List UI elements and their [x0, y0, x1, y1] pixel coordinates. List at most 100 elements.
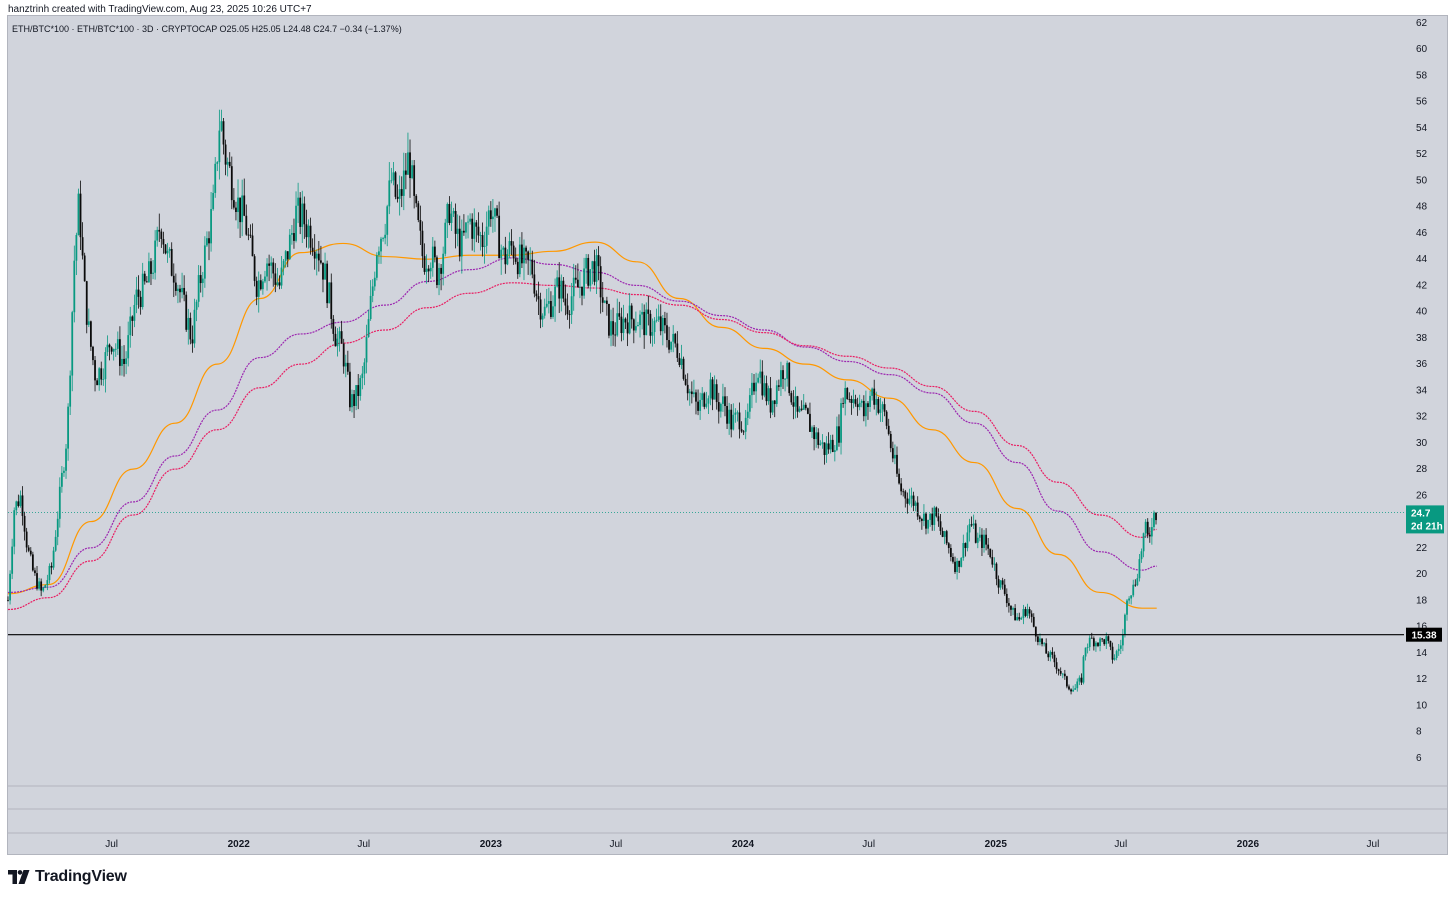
candle-body — [328, 282, 331, 304]
candle-body — [487, 210, 490, 227]
candle-body — [290, 233, 293, 235]
last-price-label: 24.7 — [1411, 508, 1431, 519]
candle-body — [42, 587, 45, 591]
candle-body — [661, 318, 664, 332]
candle-body — [378, 251, 380, 256]
candle-body — [713, 384, 716, 400]
candle-body — [104, 352, 107, 380]
chart-pane[interactable] — [7, 15, 1448, 855]
candle-body — [744, 417, 747, 432]
candle-body — [858, 402, 861, 408]
candle-body — [622, 318, 625, 334]
candle-body — [585, 257, 588, 269]
candle-body — [54, 536, 57, 551]
candle-body — [804, 404, 807, 409]
candle-body — [699, 399, 702, 411]
candle-body — [1055, 662, 1058, 670]
candle-body — [139, 296, 142, 308]
candle-body — [535, 293, 538, 297]
candle-body — [931, 513, 934, 525]
candle-body — [305, 224, 308, 238]
candle-body — [1007, 603, 1010, 606]
candle-body — [684, 378, 687, 385]
candle-body — [668, 340, 670, 350]
candle-body — [218, 130, 221, 163]
candle-body — [1082, 656, 1085, 683]
candle-body — [13, 510, 16, 547]
candle-body — [900, 483, 903, 492]
candle-body — [52, 550, 55, 568]
candle-body — [1063, 673, 1066, 677]
candle-body — [962, 543, 965, 558]
candle-body — [15, 501, 18, 511]
candle-body — [527, 251, 530, 260]
candle-body — [187, 317, 190, 330]
candle-body — [666, 325, 668, 341]
candle-body — [695, 392, 697, 402]
candle-body — [467, 221, 469, 223]
candle-body — [214, 163, 217, 193]
candle-body — [736, 412, 739, 414]
candle-body — [249, 234, 252, 236]
candle-body — [976, 537, 979, 543]
candle-body — [550, 300, 552, 317]
candle-body — [365, 337, 368, 363]
candle-body — [357, 385, 360, 396]
candle-body — [116, 339, 119, 349]
candle-body — [987, 544, 990, 549]
candle-body — [1153, 512, 1155, 528]
candle-body — [129, 316, 132, 336]
candle-body — [587, 257, 590, 286]
y-tick-label: 42 — [1416, 280, 1428, 291]
tradingview-brand[interactable]: TradingView — [8, 868, 127, 886]
candle-body — [1045, 643, 1048, 654]
candle-body — [945, 531, 948, 544]
candle-body — [898, 473, 900, 484]
candle-body — [284, 251, 287, 261]
candle-body — [943, 531, 946, 537]
candle-body — [46, 580, 49, 586]
candle-body — [264, 276, 266, 282]
candle-body — [23, 515, 26, 532]
candle-body — [634, 326, 637, 331]
candle-body — [504, 247, 507, 265]
candle-body — [686, 384, 689, 394]
candle-body — [286, 251, 289, 260]
candle-body — [274, 273, 277, 285]
candle-body — [510, 241, 513, 246]
candle-body — [985, 534, 987, 545]
candle-body — [941, 530, 944, 537]
candle-body — [618, 313, 621, 317]
candle-body — [148, 261, 150, 283]
candle-body — [322, 262, 324, 280]
candle-body — [711, 379, 714, 400]
candle-body — [784, 378, 786, 380]
candle-body — [121, 358, 123, 366]
candle-body — [1005, 593, 1008, 604]
price-axis[interactable]: 6260585654525048464442403836343230282624… — [1416, 18, 1428, 764]
candle-body — [1132, 584, 1135, 596]
candle-body — [112, 348, 115, 352]
x-tick-label: Jul — [105, 839, 118, 850]
candle-body — [1066, 676, 1068, 687]
candle-body — [34, 570, 36, 574]
time-axis[interactable]: Jul 2022 Jul 2023 Jul 2024 Jul 2025 Jul 2026 Jul — [105, 839, 1379, 850]
candle-body — [108, 344, 111, 348]
candle-body — [970, 524, 973, 526]
candle-body — [664, 318, 666, 326]
candle-body — [632, 319, 635, 331]
candle-body — [259, 280, 262, 290]
candle-body — [1107, 636, 1110, 641]
candle-body — [71, 312, 74, 376]
candle-body — [197, 275, 200, 302]
candle-body — [255, 280, 258, 297]
candle-body — [409, 152, 411, 179]
brand-name: TradingView — [35, 868, 127, 885]
candle-body — [56, 518, 59, 537]
candle-body — [1041, 638, 1043, 645]
candle-body — [972, 523, 975, 526]
candle-body — [637, 325, 639, 327]
candle-body — [579, 286, 581, 288]
candle-body — [707, 398, 710, 404]
